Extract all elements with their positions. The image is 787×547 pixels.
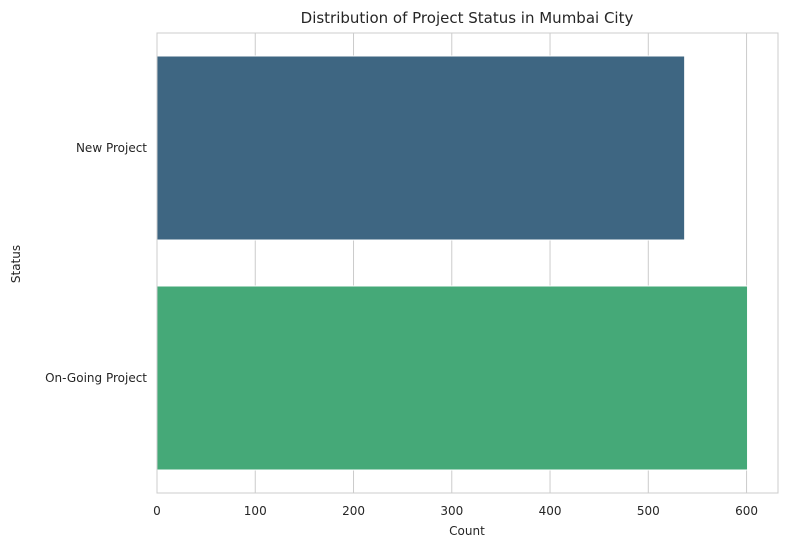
x-tick-label-0: 0 <box>153 504 161 518</box>
bars-layer <box>156 55 749 471</box>
x-tick-label-200: 200 <box>342 504 365 518</box>
bar-on-going-project <box>156 285 749 471</box>
x-tick-label-300: 300 <box>440 504 463 518</box>
bar-new-project <box>156 55 686 241</box>
plot-frame <box>156 32 779 494</box>
x-axis-label: Count <box>449 524 485 538</box>
x-tick-label-400: 400 <box>539 504 562 518</box>
x-tick-label-500: 500 <box>637 504 660 518</box>
y-tick-label-on-going-project: On-Going Project <box>45 371 147 385</box>
x-tick-label-600: 600 <box>735 504 758 518</box>
y-axis-label: Status <box>9 245 23 283</box>
y-tick-label-new-project: New Project <box>76 141 147 155</box>
axes-layer <box>156 32 779 494</box>
chart-title: Distribution of Project Status in Mumbai… <box>301 9 634 27</box>
labels-layer: Distribution of Project Status in Mumbai… <box>9 9 758 538</box>
x-tick-label-100: 100 <box>244 504 267 518</box>
